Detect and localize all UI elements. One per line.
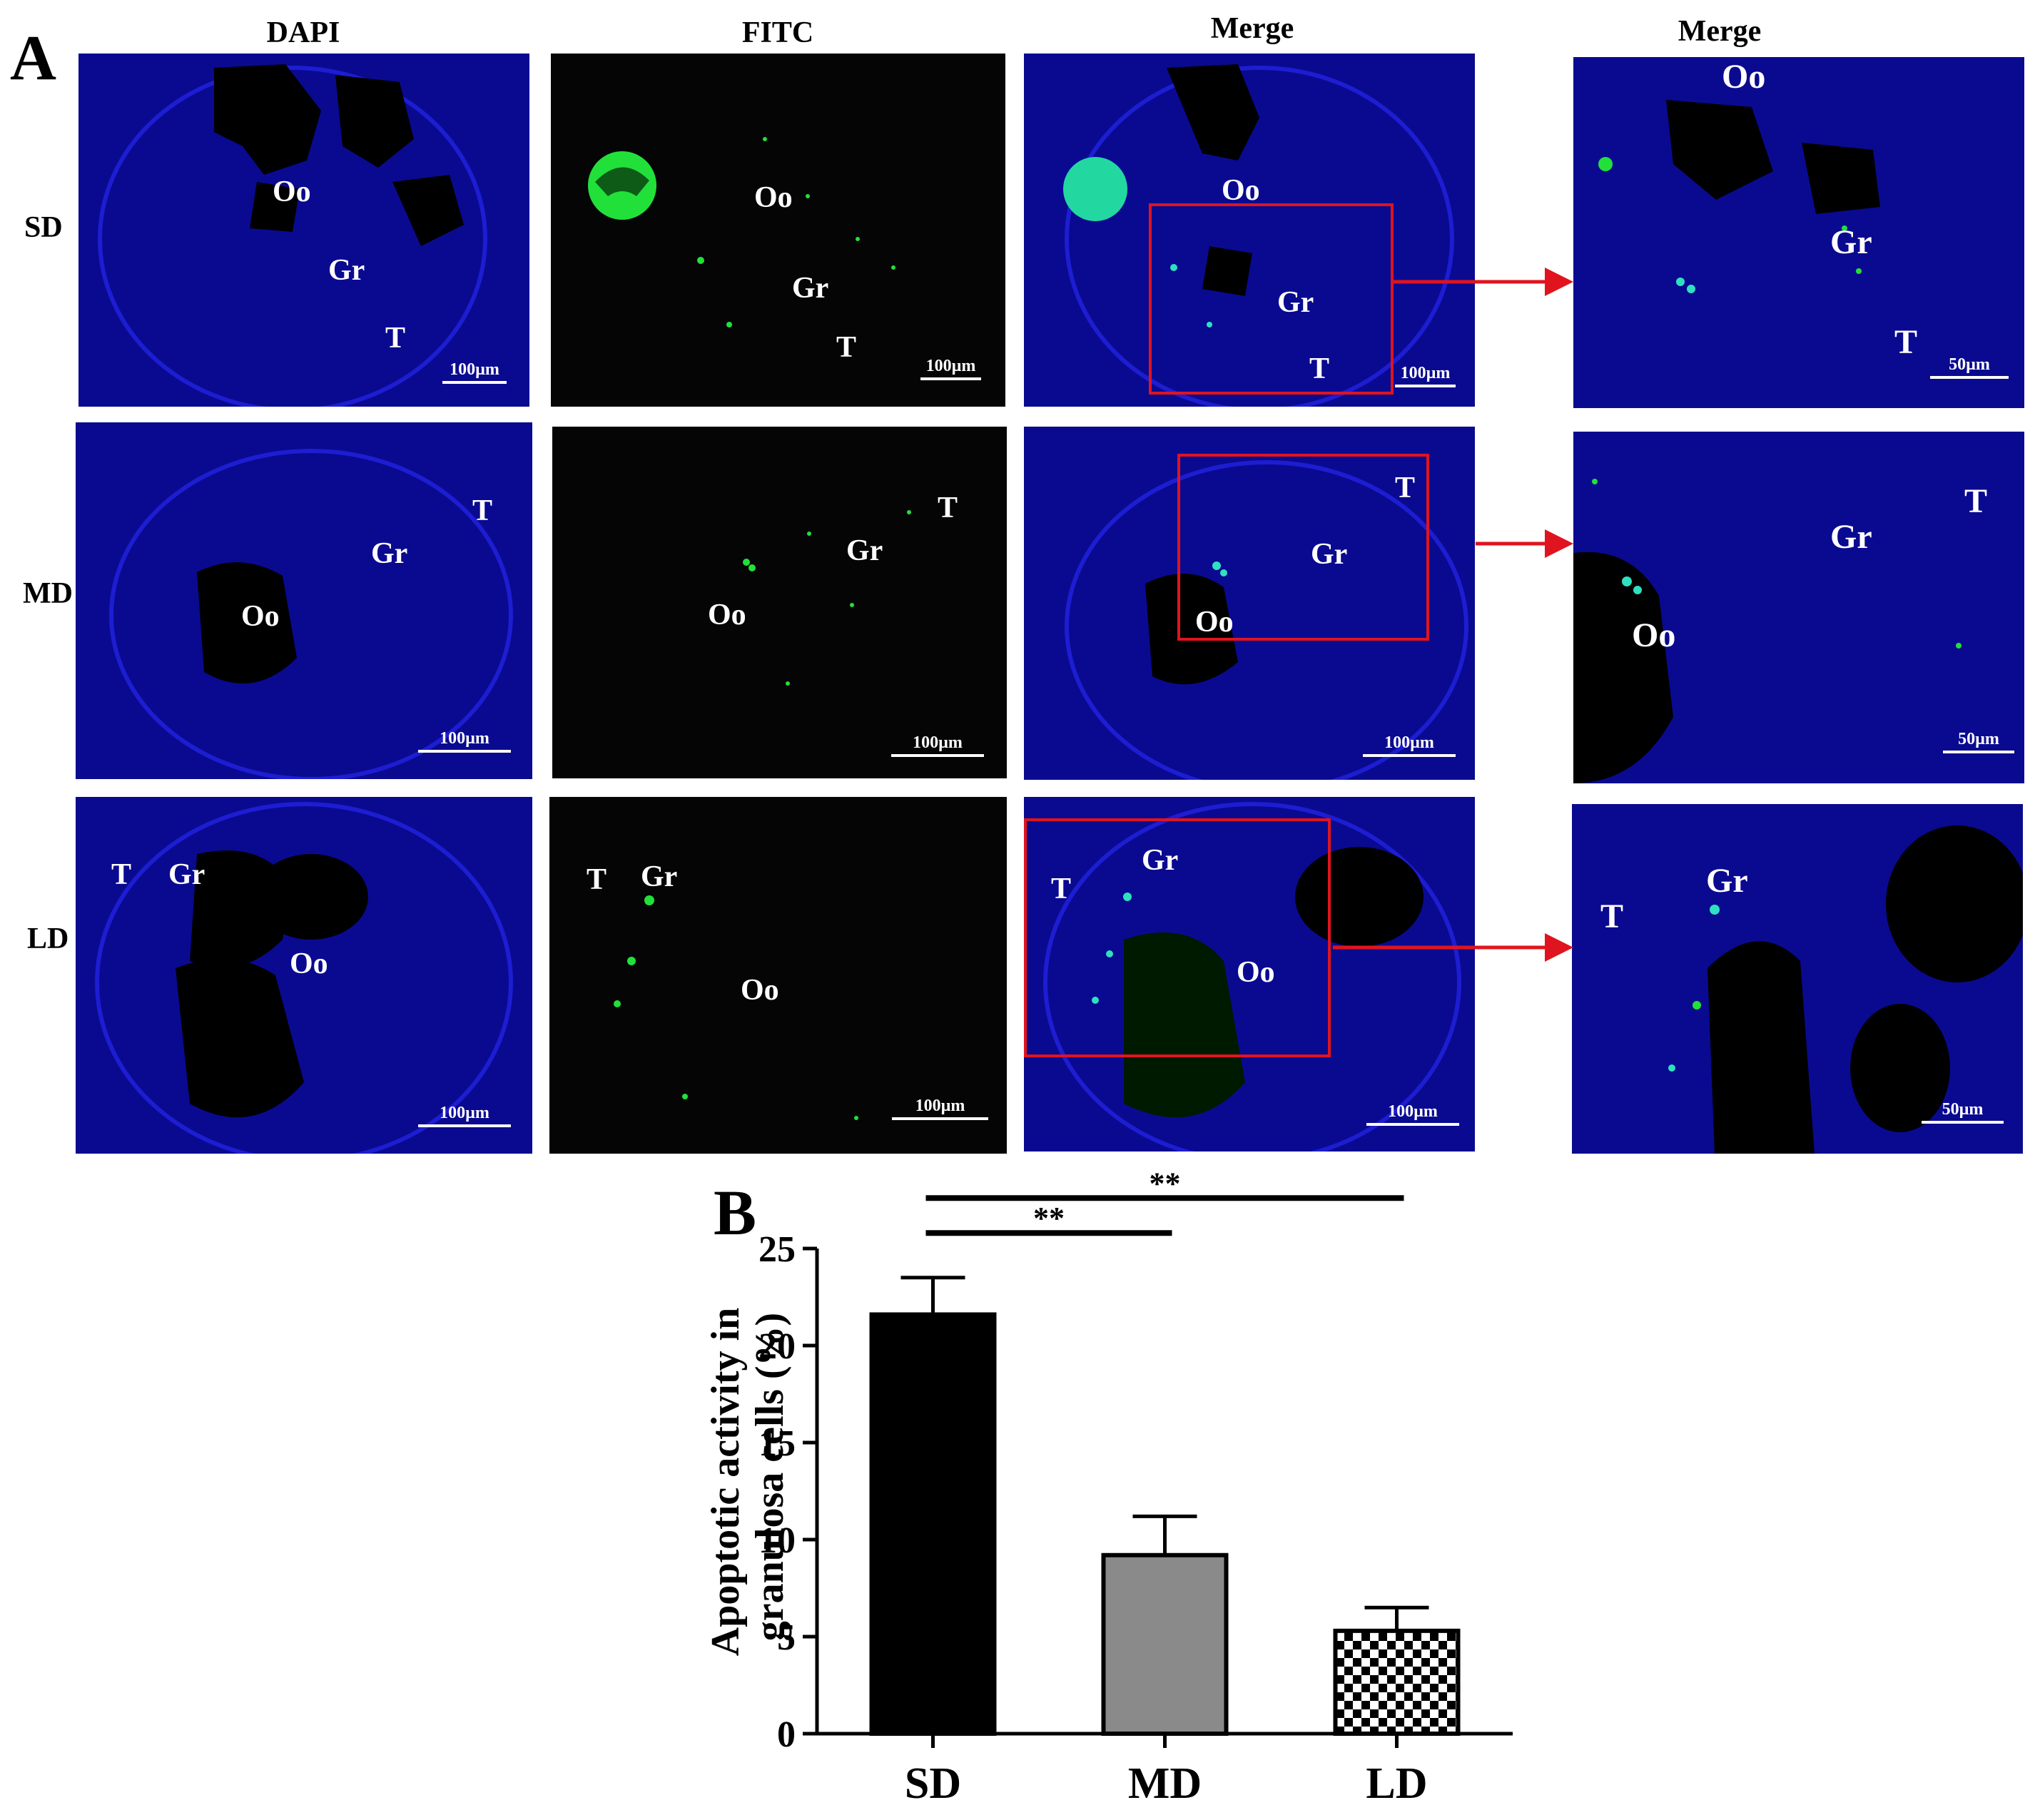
y-tick-label: 20 <box>758 1326 796 1367</box>
y-axis-title-line2: granulosa cells (%) <box>748 1313 792 1641</box>
micrograph-ld-fitc: Oo Gr T 100µm <box>549 797 1007 1154</box>
micrograph-md-zoom: Oo Gr T 50µm <box>1573 432 2024 783</box>
label-theca: T <box>587 863 607 896</box>
label-granulosa: Gr <box>1830 518 1872 556</box>
bar-md <box>1101 1552 1229 1737</box>
label-theca: T <box>938 492 958 524</box>
label-granulosa: Gr <box>641 860 678 893</box>
row-label-sd: SD <box>24 211 63 244</box>
label-oocyte: Oo <box>1237 956 1275 989</box>
label-granulosa: Gr <box>846 534 883 567</box>
y-tick-label: 25 <box>758 1229 796 1270</box>
label-theca: T <box>111 858 132 891</box>
micrograph-md-fitc: Oo Gr T 100µm <box>552 427 1007 778</box>
panel-a-letter: A <box>10 23 56 93</box>
label-theca: T <box>1051 873 1072 905</box>
label-granulosa: Gr <box>168 858 205 891</box>
label-theca: T <box>1600 898 1624 935</box>
y-tick-label: 10 <box>758 1520 796 1561</box>
x-tick-label: MD <box>1128 1759 1202 1808</box>
scale-bar: 100µm <box>892 1097 988 1120</box>
significance-stars: ** <box>1150 1170 1181 1201</box>
scale-bar: 50µm <box>1943 730 2014 753</box>
label-oocyte: Oo <box>273 176 311 208</box>
label-theca: T <box>1395 472 1416 504</box>
label-theca: T <box>1894 323 1918 361</box>
panel-b-letter: B <box>714 1178 756 1249</box>
row-label-ld: LD <box>27 922 69 955</box>
micrograph-md-dapi: Oo Gr T 100µm <box>76 422 532 779</box>
micrograph-md-merge: Oo Gr T 100µm <box>1024 427 1475 780</box>
col-header-fitc: FITC <box>741 16 814 49</box>
label-theca: T <box>1964 482 1988 520</box>
label-granulosa: Gr <box>1706 862 1748 900</box>
label-granulosa: Gr <box>1830 223 1872 261</box>
col-header-merge-zoom: Merge <box>1678 15 1762 48</box>
label-theca: T <box>472 494 493 527</box>
col-header-dapi: DAPI <box>266 16 340 49</box>
scale-bar: 100µm <box>418 729 511 753</box>
label-oocyte: Oo <box>1195 606 1234 639</box>
micrograph-sd-zoom: Oo Gr T 50µm <box>1573 57 2024 408</box>
y-tick-label: 15 <box>758 1423 796 1464</box>
col-header-merge: Merge <box>1210 12 1294 45</box>
y-axis-title-line1: Apoptotic activity in <box>704 1308 748 1656</box>
y-tick-label: 5 <box>777 1617 796 1658</box>
roi-box <box>1024 818 1331 1057</box>
y-tick-label: 0 <box>777 1714 796 1755</box>
micrograph-sd-fitc: Oo Gr T 100µm <box>551 54 1005 407</box>
scale-bar: 100µm <box>1395 364 1456 387</box>
y-axis-title: Apoptotic activity in granulosa cells (%… <box>704 1298 792 1656</box>
label-granulosa: Gr <box>328 254 365 287</box>
label-granulosa: Gr <box>1142 844 1179 877</box>
x-tick-label: LD <box>1366 1759 1427 1808</box>
micrograph-ld-zoom: Gr T 50µm <box>1572 804 2023 1154</box>
label-oocyte: Oo <box>1722 58 1766 96</box>
micrograph-ld-merge: Oo Gr T 100µm <box>1024 797 1475 1152</box>
label-granulosa: Gr <box>1311 538 1348 571</box>
significance-stars: ** <box>1033 1201 1065 1236</box>
roi-box <box>1149 203 1394 395</box>
scale-bar: 50µm <box>1922 1100 2004 1124</box>
label-oocyte: Oo <box>241 600 280 633</box>
scale-bar: 100µm <box>418 1104 511 1127</box>
micrograph-ld-dapi: Oo Gr T 100µm <box>76 797 532 1154</box>
label-theca: T <box>1309 352 1330 385</box>
label-granulosa: Gr <box>1277 286 1314 319</box>
scale-bar: 100µm <box>1363 733 1456 757</box>
bar-ld <box>1333 1628 1461 1737</box>
scale-bar: 100µm <box>442 360 507 384</box>
label-oocyte: Oo <box>1222 174 1260 207</box>
micrograph-sd-merge: Oo Gr T 100µm <box>1024 54 1475 407</box>
label-granulosa: Gr <box>371 537 408 570</box>
micrograph-sd-dapi: Oo Gr T 100µm <box>78 54 529 407</box>
label-oocyte: Oo <box>708 599 746 631</box>
scale-bar: 100µm <box>891 733 984 757</box>
label-granulosa: Gr <box>792 272 829 305</box>
bar-chart: B Apoptotic activity in granulosa cells … <box>704 1170 1513 1808</box>
scale-bar: 50µm <box>1930 355 2009 379</box>
scale-bar: 100µm <box>1366 1102 1459 1126</box>
label-oocyte: Oo <box>1632 616 1676 654</box>
label-oocyte: Oo <box>290 947 328 980</box>
label-oocyte: Oo <box>754 181 793 214</box>
row-label-md: MD <box>23 577 73 610</box>
label-theca: T <box>836 331 857 364</box>
label-oocyte: Oo <box>741 974 779 1007</box>
scale-bar: 100µm <box>920 357 981 380</box>
label-theca: T <box>385 322 406 355</box>
roi-box <box>1177 454 1429 641</box>
x-tick-label: SD <box>905 1759 961 1808</box>
bar-sd <box>869 1312 997 1737</box>
